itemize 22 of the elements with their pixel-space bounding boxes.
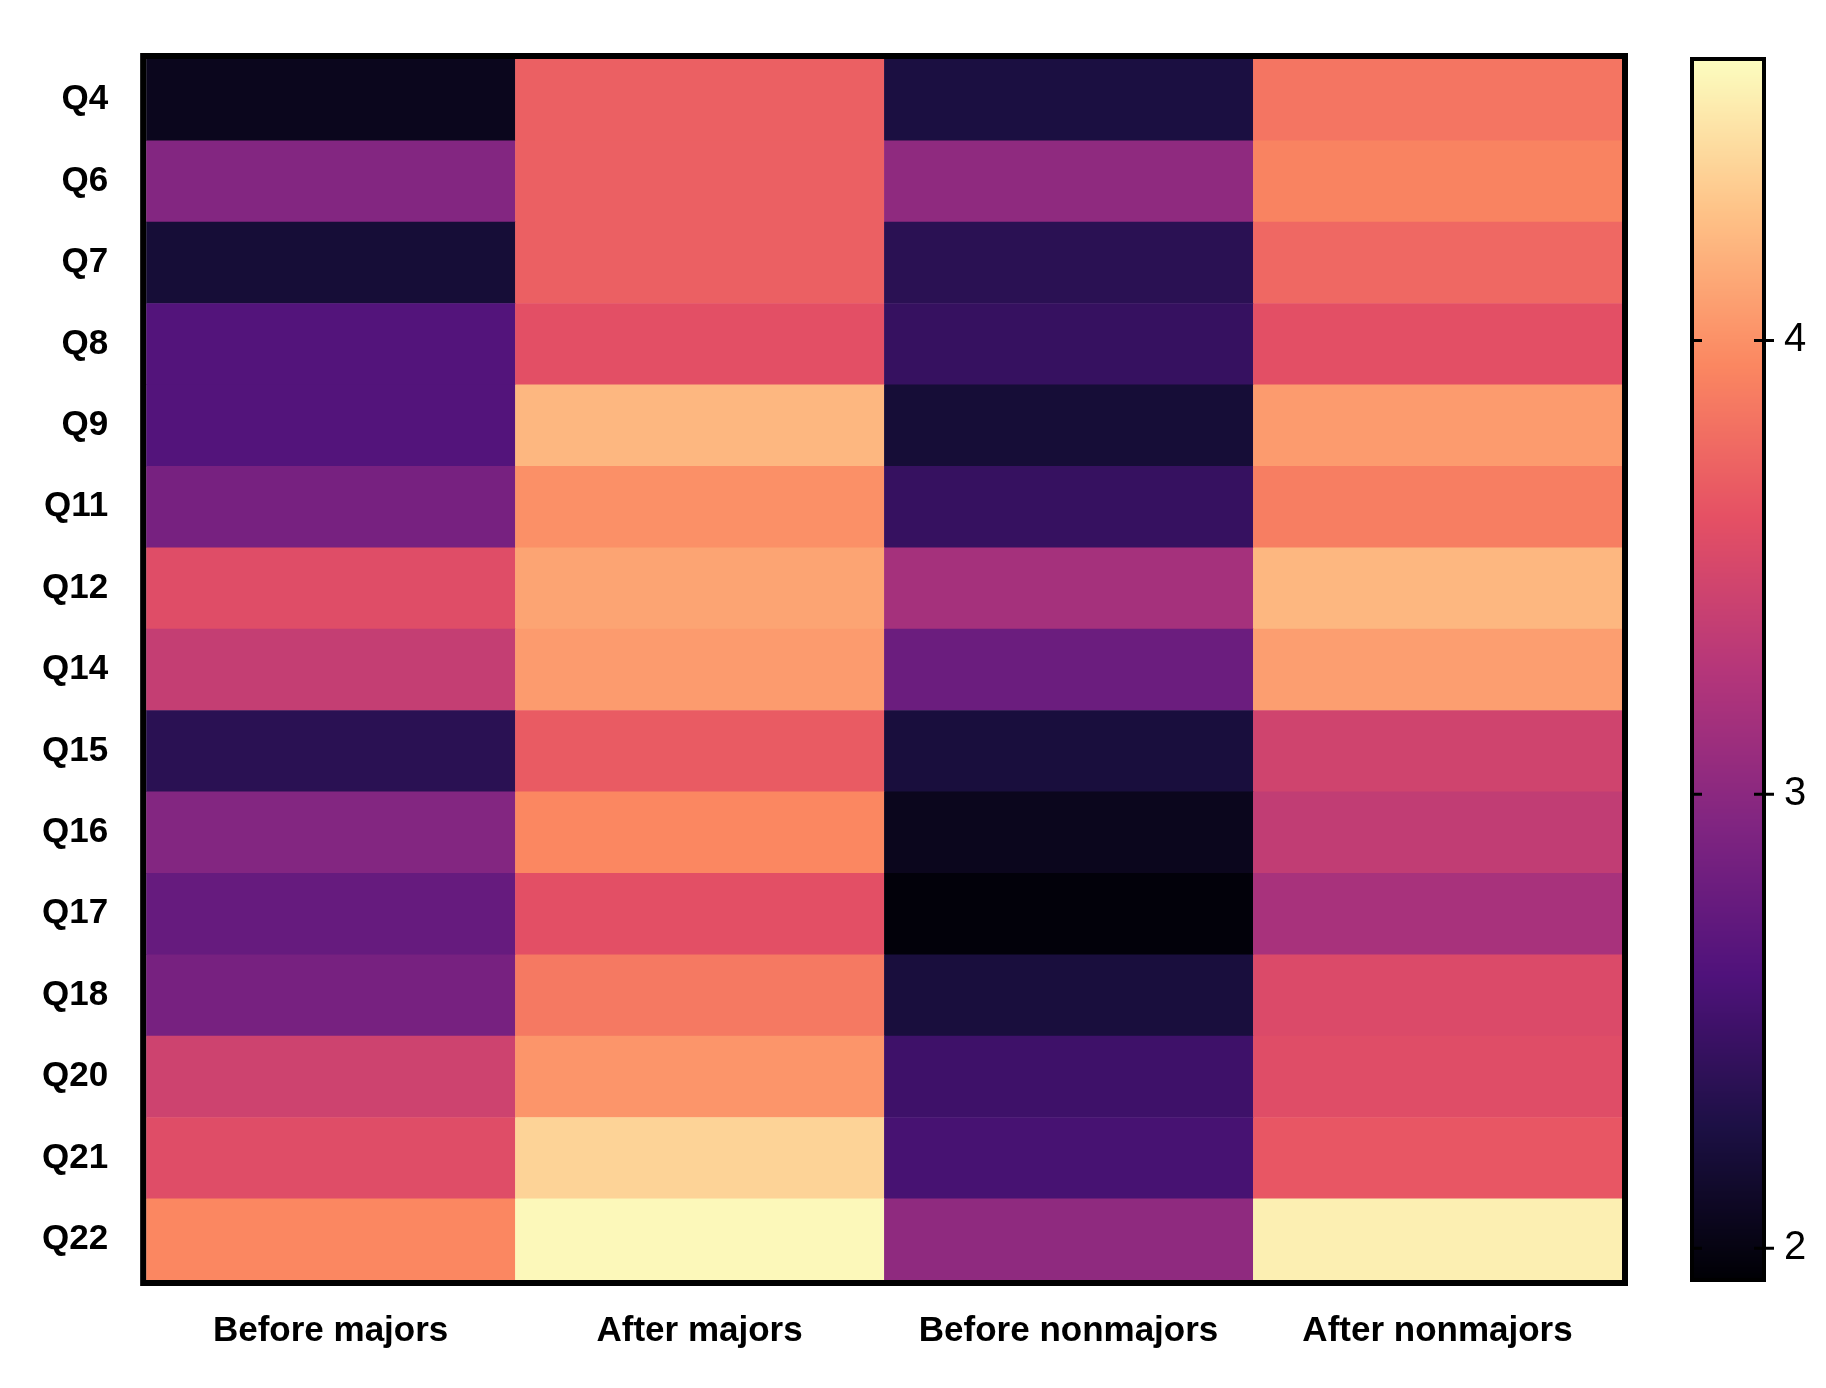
y-tick-label: Q4 [61, 77, 109, 117]
y-tick-label: Q14 [42, 647, 109, 687]
x-tick-label: After majors [596, 1308, 803, 1348]
y-tick-label: Q22 [42, 1216, 109, 1256]
y-tick-label: Q20 [42, 1054, 109, 1094]
y-tick-label: Q21 [42, 1135, 109, 1175]
x-tick-label: After nonmajors [1302, 1308, 1573, 1348]
y-tick-label: Q17 [42, 891, 109, 931]
color-bar-label: 4 [1784, 315, 1807, 360]
y-tick-label: Q18 [42, 972, 109, 1012]
y-tick-label: Q9 [61, 402, 109, 442]
color-bar-label: 2 [1784, 1223, 1807, 1268]
x-tick-label: Before majors [212, 1308, 449, 1348]
y-tick-label: Q6 [61, 158, 109, 198]
y-tick-label: Q11 [43, 484, 109, 524]
y-tick-label: Q7 [61, 240, 109, 280]
y-tick-label: Q8 [61, 321, 109, 361]
x-tick-label: Before nonmajors [918, 1308, 1219, 1348]
y-tick-label: Q12 [42, 565, 109, 605]
color-bar-label: 3 [1784, 769, 1807, 814]
y-tick-label: Q15 [42, 728, 109, 768]
y-tick-label: Q16 [42, 809, 109, 849]
